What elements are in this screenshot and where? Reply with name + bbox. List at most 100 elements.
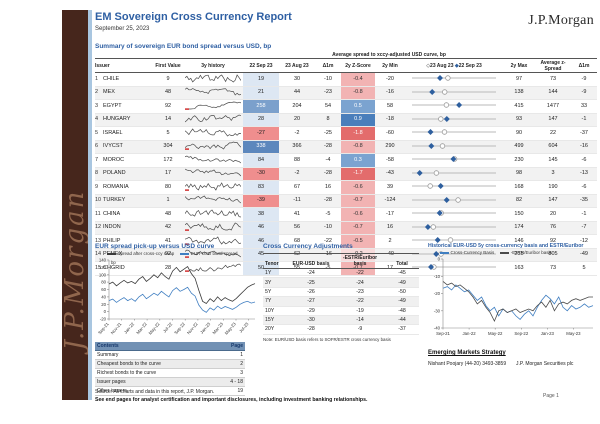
ccy-total: -48 [385, 306, 419, 316]
range-dot-plot [412, 223, 496, 230]
sep-marker-icon [416, 169, 423, 176]
sep-spread-cell: 19 [243, 72, 279, 87]
report-title: EM Sovereign Cross Currency Report [95, 11, 292, 23]
contents-page: 2 [215, 359, 245, 369]
col-z-score: 2y Z-Score [341, 58, 375, 73]
summary-row: 6 IVYCST 304 338 366 -28 -0.8 290 499 604 -16 [95, 140, 597, 154]
history-sparkline [184, 208, 242, 217]
legend-item: -ESTR/Euribor basis [500, 250, 552, 255]
ccy-row: 15Y -30 -14 -44 [263, 315, 419, 326]
ccy-header-row-2: Tenor EUR-USD basis basis Total [263, 261, 419, 269]
max-cell: 98 [503, 167, 535, 181]
sep-spread-cell: -27 [243, 126, 279, 141]
aug-spread-cell: 56 [279, 221, 315, 235]
history-cell [183, 72, 243, 87]
avg-z-spread-cell: 604 [535, 140, 571, 154]
contents-page: 4 - 18 [215, 377, 245, 387]
ccy-tenor: 20Y [263, 324, 287, 335]
avg-delta-1m-cell: -37 [571, 126, 597, 141]
contents-label: Richest bonds to the curve [95, 368, 216, 378]
aug-marker-icon [443, 102, 450, 108]
sep-marker-icon [443, 196, 450, 203]
sep-marker-icon [450, 156, 457, 162]
first-value-cell: 80 [153, 180, 183, 195]
z-score-cell: 0.3 [341, 153, 375, 168]
history-cell [183, 248, 243, 262]
legend-item: EUR-USD bond spread [180, 251, 238, 256]
col-aug: 23 Aug 23 [279, 58, 315, 73]
range-legend-sep-label: 22 Sep 23 [458, 62, 482, 69]
delta-1m-cell: 16 [315, 180, 341, 195]
history-sparkline [184, 155, 242, 163]
legend-swatch-icon [107, 253, 116, 255]
range-cell [405, 207, 503, 222]
avg-z-spread-cell: 144 [535, 86, 571, 100]
sep-spread-cell: 46 [243, 234, 279, 249]
history-cell [183, 140, 243, 154]
z-score-cell: -0.4 [341, 72, 375, 87]
sep-spread-cell: 338 [243, 140, 279, 154]
summary-row: 12 INDON 42 46 56 -10 -0.7 16 174 76 -7 [95, 221, 597, 235]
svg-text:Nov-21: Nov-21 [110, 321, 123, 335]
svg-text:Jan-23: Jan-23 [541, 331, 555, 336]
ccy-total: -50 [385, 287, 419, 298]
max-cell: 230 [503, 153, 535, 168]
avg-delta-1m-cell: -9 [571, 72, 597, 87]
svg-text:May-23: May-23 [566, 331, 581, 336]
history-sparkline [184, 195, 242, 204]
range-dot-plot [412, 129, 496, 135]
range-dot-plot [412, 142, 496, 149]
spread-pickup-chart-legend: Spread after cross-ccy swap EUR-USD bond … [107, 251, 260, 256]
range-cell [405, 167, 503, 181]
min-cell: -17 [375, 207, 405, 222]
legend-label: -ESTR/Euribor basis [510, 250, 552, 255]
range-cell [405, 126, 503, 141]
range-cell [405, 248, 503, 262]
first-value-cell: 304 [153, 140, 183, 154]
delta-1m-cell: -22 [315, 234, 341, 249]
sep-marker-icon [443, 115, 450, 122]
avg-delta-1m-cell: -6 [571, 153, 597, 168]
history-sparkline [184, 114, 242, 123]
source-line: Source: All charts and data in this repo… [95, 389, 215, 395]
issuer-cell: 1 CHILE [95, 72, 153, 87]
svg-text:60: 60 [101, 287, 106, 292]
history-sparkline [184, 235, 242, 245]
delta-1m-cell: -10 [315, 72, 341, 87]
min-cell: -20 [375, 72, 405, 87]
first-value-cell: 1 [153, 194, 183, 208]
z-score-cell: -0.5 [341, 234, 375, 249]
avg-delta-1m-cell: -12 [571, 234, 597, 249]
ccy-estr: -22 [335, 296, 385, 307]
spread-pickup-chart-block: EUR spread pick-up versus USD curve Spre… [95, 243, 260, 342]
avg-z-spread-cell: 147 [535, 113, 571, 127]
history-sparkline [184, 222, 242, 231]
issuer-cell: 15 CHGRID [95, 261, 153, 276]
history-cell [183, 180, 243, 195]
aug-marker-icon [445, 75, 451, 81]
avg-z-spread-cell: 190 [535, 180, 571, 195]
ccy-col-total: Total [385, 261, 419, 269]
history-sparkline [184, 73, 242, 82]
range-dot-plot [412, 88, 496, 95]
aug-marker-icon [439, 142, 446, 149]
col-first-value: First Value [153, 58, 183, 73]
avg-delta-1m-cell: -9 [571, 86, 597, 100]
min-cell: 39 [375, 180, 405, 195]
contents-header-row: Contents Page [95, 342, 245, 351]
aug-spread-cell: 41 [279, 207, 315, 222]
svg-text:40: 40 [101, 294, 106, 299]
ccy-estr: -14 [335, 315, 385, 326]
ccy-title: Cross Currency Adjustments [263, 243, 353, 250]
issuer-cell: 3 EGYPT [95, 99, 153, 114]
contents-page-header: Page [215, 342, 245, 351]
range-cell [405, 72, 503, 87]
ccy-col-basis: EUR-USD basis [287, 261, 335, 269]
svg-text:Sep-22: Sep-22 [173, 321, 186, 335]
range-cell [405, 153, 503, 168]
legend-label: Cross-Currency Basis [450, 250, 495, 255]
svg-text:100: 100 [99, 272, 107, 277]
history-cell [183, 221, 243, 235]
sep-spread-cell: -39 [243, 194, 279, 208]
